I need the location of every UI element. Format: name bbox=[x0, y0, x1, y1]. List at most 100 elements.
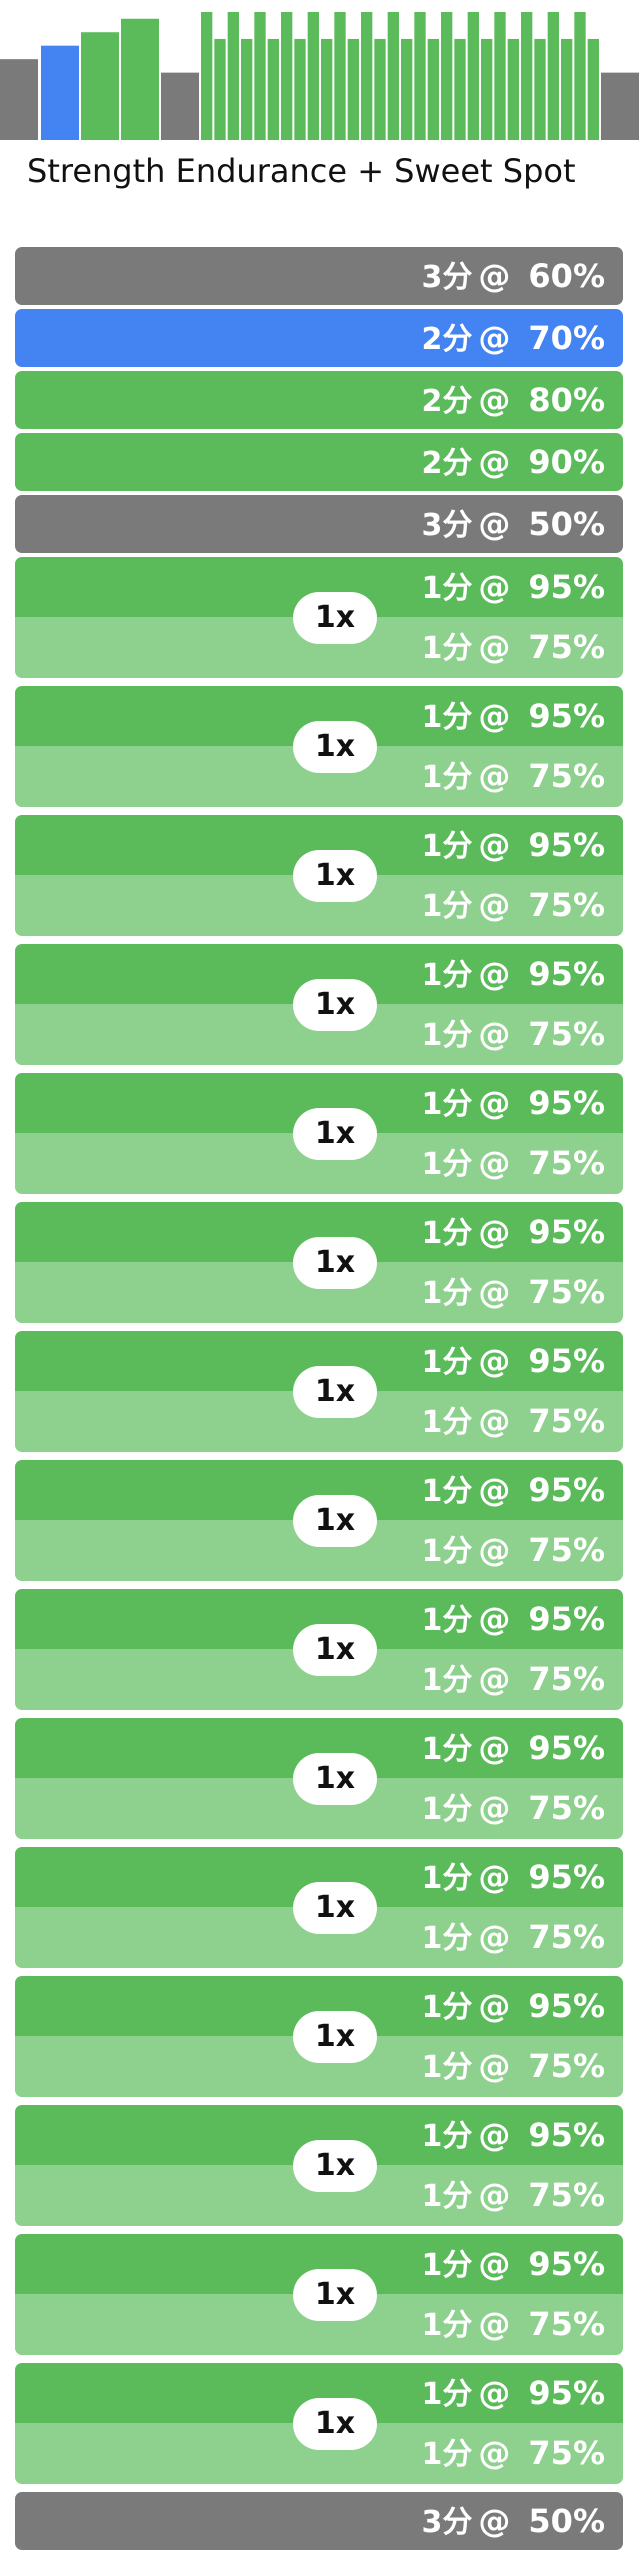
segment-duration: 1分 bbox=[421, 1018, 473, 1053]
segment-power: 75% bbox=[528, 1660, 605, 1698]
segment-label: 1分 @95% bbox=[422, 1073, 605, 1133]
segment-duration: 1分 bbox=[421, 1087, 473, 1122]
segment-at-sign: @ bbox=[478, 955, 511, 993]
segment-duration: 1分 bbox=[421, 700, 473, 735]
segment-step[interactable]: 2分 @90% bbox=[15, 433, 623, 491]
profile-bar bbox=[561, 38, 573, 140]
segment-at-sign: @ bbox=[478, 1600, 511, 1638]
repeat-count-badge: 1x bbox=[293, 1624, 377, 1676]
segment-duration: 1分 bbox=[421, 1276, 473, 1311]
segment-duration: 2分 bbox=[421, 322, 473, 357]
interval-group[interactable]: 1分 @95% 1分 @75% 1x bbox=[15, 1589, 623, 1710]
interval-group[interactable]: 1分 @95% 1分 @75% 1x bbox=[15, 557, 623, 678]
interval-group[interactable]: 1分 @95% 1分 @75% 1x bbox=[15, 944, 623, 1065]
repeat-count-badge: 1x bbox=[293, 2011, 377, 2063]
interval-group[interactable]: 1分 @95% 1分 @75% 1x bbox=[15, 2234, 623, 2355]
segment-at-sign: @ bbox=[478, 1660, 511, 1698]
segment-label: 1分 @95% bbox=[422, 1589, 605, 1649]
interval-group[interactable]: 1分 @95% 1分 @75% 1x bbox=[15, 1202, 623, 1323]
segment-label: 1分 @75% bbox=[422, 617, 605, 677]
segment-power: 75% bbox=[528, 1789, 605, 1827]
segment-label: 1分 @75% bbox=[422, 1520, 605, 1580]
segment-power: 95% bbox=[528, 955, 605, 993]
segment-duration: 1分 bbox=[421, 1861, 473, 1896]
profile-bar bbox=[467, 12, 479, 140]
segment-at-sign: @ bbox=[478, 1987, 511, 2025]
profile-bar bbox=[294, 38, 306, 140]
repeat-count-badge: 1x bbox=[293, 2398, 377, 2450]
interval-group[interactable]: 1分 @95% 1分 @75% 1x bbox=[15, 2105, 623, 2226]
segment-label: 3分 @50% bbox=[422, 2492, 605, 2550]
segment-power: 95% bbox=[528, 1342, 605, 1380]
segment-power: 75% bbox=[528, 886, 605, 924]
repeat-count-badge: 1x bbox=[293, 592, 377, 644]
segment-step[interactable]: 3分 @60% bbox=[15, 247, 623, 305]
segment-duration: 1分 bbox=[421, 889, 473, 924]
repeat-count-badge: 1x bbox=[293, 721, 377, 773]
segment-label: 1分 @95% bbox=[422, 944, 605, 1004]
segment-label: 1分 @95% bbox=[422, 1718, 605, 1778]
segment-duration: 1分 bbox=[421, 1921, 473, 1956]
segment-at-sign: @ bbox=[478, 1342, 511, 1380]
segment-power: 90% bbox=[528, 443, 605, 481]
segment-at-sign: @ bbox=[478, 2047, 511, 2085]
interval-group[interactable]: 1分 @95% 1分 @75% 1x bbox=[15, 1718, 623, 1839]
segment-label: 1分 @75% bbox=[422, 1778, 605, 1838]
interval-group[interactable]: 1分 @95% 1分 @75% 1x bbox=[15, 1331, 623, 1452]
segment-step[interactable]: 2分 @70% bbox=[15, 309, 623, 367]
segment-label: 2分 @80% bbox=[422, 371, 605, 429]
segment-power: 95% bbox=[528, 1729, 605, 1767]
segment-duration: 2分 bbox=[421, 446, 473, 481]
segment-step[interactable]: 2分 @80% bbox=[15, 371, 623, 429]
segment-label: 1分 @75% bbox=[422, 1391, 605, 1451]
segment-power: 95% bbox=[528, 1858, 605, 1896]
profile-bar bbox=[534, 38, 546, 140]
segment-at-sign: @ bbox=[478, 2176, 511, 2214]
interval-group[interactable]: 1分 @95% 1分 @75% 1x bbox=[15, 1976, 623, 2097]
segment-label: 1分 @95% bbox=[422, 1331, 605, 1391]
segment-at-sign: @ bbox=[478, 628, 511, 666]
segment-power: 75% bbox=[528, 1144, 605, 1182]
segment-at-sign: @ bbox=[478, 1015, 511, 1053]
segment-power: 95% bbox=[528, 1987, 605, 2025]
interval-group[interactable]: 1分 @95% 1分 @75% 1x bbox=[15, 1073, 623, 1194]
segment-power: 95% bbox=[528, 1471, 605, 1509]
interval-group[interactable]: 1分 @95% 1分 @75% 1x bbox=[15, 1847, 623, 1968]
segment-power: 60% bbox=[528, 257, 605, 295]
segment-at-sign: @ bbox=[478, 1213, 511, 1251]
segment-step[interactable]: 3分 @50% bbox=[15, 495, 623, 553]
profile-bar bbox=[441, 12, 453, 140]
segment-at-sign: @ bbox=[478, 757, 511, 795]
segment-label: 1分 @95% bbox=[422, 686, 605, 746]
segment-label: 1分 @95% bbox=[422, 1976, 605, 2036]
segment-step[interactable]: 3分 @50% bbox=[15, 2492, 623, 2550]
interval-on: 1分 @95% bbox=[15, 2363, 623, 2423]
profile-bar bbox=[121, 18, 159, 140]
segment-duration: 1分 bbox=[421, 1345, 473, 1380]
interval-group[interactable]: 1分 @95% 1分 @75% 1x bbox=[15, 1460, 623, 1581]
segment-at-sign: @ bbox=[478, 886, 511, 924]
interval-group[interactable]: 1分 @95% 1分 @75% 1x bbox=[15, 686, 623, 807]
interval-group[interactable]: 1分 @95% 1分 @75% 1x bbox=[15, 815, 623, 936]
segment-duration: 1分 bbox=[421, 1147, 473, 1182]
segment-label: 3分 @60% bbox=[422, 247, 605, 305]
profile-bar bbox=[507, 38, 519, 140]
segment-duration: 1分 bbox=[421, 2050, 473, 2085]
profile-bar bbox=[574, 12, 586, 140]
segment-duration: 1分 bbox=[421, 760, 473, 795]
segment-power: 70% bbox=[528, 319, 605, 357]
segment-power: 75% bbox=[528, 2047, 605, 2085]
segment-label: 1分 @95% bbox=[422, 815, 605, 875]
segment-duration: 1分 bbox=[421, 829, 473, 864]
profile-bar bbox=[601, 72, 639, 140]
profile-bar bbox=[481, 38, 493, 140]
segment-label: 2分 @90% bbox=[422, 433, 605, 491]
segment-label: 1分 @75% bbox=[422, 2036, 605, 2096]
profile-bar bbox=[414, 12, 426, 140]
segment-power: 95% bbox=[528, 2245, 605, 2283]
segment-at-sign: @ bbox=[478, 2116, 511, 2154]
repeat-count-badge: 1x bbox=[293, 979, 377, 1031]
segment-duration: 3分 bbox=[421, 2505, 473, 2540]
segment-power: 95% bbox=[528, 2116, 605, 2154]
interval-group[interactable]: 1分 @95% 1分 @75% 1x bbox=[15, 2363, 623, 2484]
